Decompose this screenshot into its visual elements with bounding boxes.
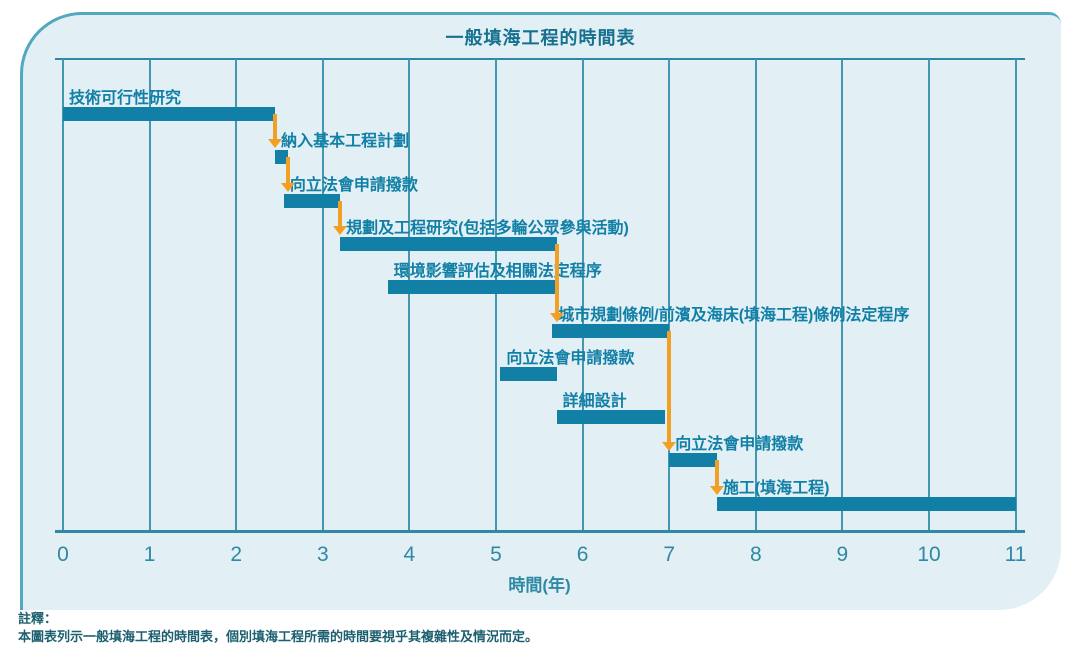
task-label: 環境影響評估及相關法定程序 <box>393 263 602 280</box>
connector-arrow <box>286 157 291 185</box>
x-axis-title: 時間(年) <box>508 576 571 595</box>
connector-arrowhead <box>662 442 677 451</box>
connector-arrowhead <box>709 486 724 495</box>
footnote-body: 本圖表列示一般填海工程的時間表，個別填海工程所需的時間要視乎其複雜性及情況而定。 <box>18 629 539 644</box>
task-label: 向立法會申請撥款 <box>289 177 418 194</box>
tick-label-year-7: 7 <box>663 543 676 566</box>
tick-label-year-5: 5 <box>490 543 502 566</box>
gridline-year-8 <box>754 59 757 531</box>
connector-arrow <box>273 114 278 141</box>
tick-label-year-11: 11 <box>1004 543 1027 566</box>
plot-top-border <box>55 58 1025 60</box>
gantt-bar <box>716 497 1016 511</box>
gridline-year-6 <box>581 59 584 531</box>
gridline-year-0 <box>62 59 64 531</box>
connector-arrow <box>714 460 719 488</box>
tick-label-year-8: 8 <box>749 543 762 566</box>
connector-arrow <box>667 331 672 444</box>
x-axis-line <box>55 530 1025 533</box>
gridline-year-2 <box>235 59 238 531</box>
gridline-year-4 <box>408 59 411 531</box>
connector-arrow <box>338 201 343 228</box>
chart-title: 一般填海工程的時間表 <box>445 28 636 48</box>
connector-arrow <box>554 244 559 315</box>
footnote: 註釋： 本圖表列示一般填海工程的時間表，個別填海工程所需的時間要視乎其複雜性及情… <box>18 610 538 646</box>
gantt-bar <box>340 237 557 251</box>
gantt-bar <box>387 280 557 294</box>
task-label: 技術可行性研究 <box>69 90 182 107</box>
connector-arrowhead <box>549 313 564 322</box>
task-label: 城市規劃條例/前濱及海床(填海工程)條例法定程序 <box>558 307 910 324</box>
tick-label-year-4: 4 <box>403 543 416 566</box>
task-label: 向立法會申請撥款 <box>506 350 635 367</box>
connector-arrowhead <box>333 226 348 235</box>
gantt-bar <box>63 107 276 121</box>
gantt-bar <box>552 324 670 338</box>
tick-label-year-2: 2 <box>230 543 243 566</box>
connector-arrowhead <box>281 183 296 192</box>
gridline-year-5 <box>495 59 497 531</box>
tick-label-year-0: 0 <box>57 543 69 566</box>
gantt-bar <box>500 367 557 381</box>
gridline-year-3 <box>321 59 324 531</box>
gantt-bar <box>283 194 341 208</box>
tick-label-year-6: 6 <box>576 543 589 566</box>
gantt-bar <box>669 453 717 467</box>
footnote-heading: 註釋： <box>18 611 58 626</box>
task-label: 詳細設計 <box>562 393 627 410</box>
gridline-year-1 <box>148 59 151 531</box>
tick-label-year-9: 9 <box>836 543 849 566</box>
task-label: 向立法會申請撥款 <box>675 436 804 453</box>
tick-label-year-1: 1 <box>143 543 156 566</box>
tick-label-year-10: 10 <box>917 543 941 566</box>
task-label: 規劃及工程研究(包括多輪公眾參與活動) <box>346 220 629 237</box>
gridline-year-7 <box>668 59 671 531</box>
gridline-year-10 <box>928 59 930 531</box>
task-label: 施工(填海工程) <box>722 480 830 497</box>
gridline-year-9 <box>841 59 844 531</box>
gridline-year-11 <box>1014 59 1017 531</box>
connector-arrowhead <box>268 139 283 148</box>
tick-label-year-3: 3 <box>316 543 329 566</box>
gantt-bar <box>275 150 289 164</box>
gantt-bar <box>556 410 665 424</box>
task-label: 納入基本工程計劃 <box>281 133 410 150</box>
